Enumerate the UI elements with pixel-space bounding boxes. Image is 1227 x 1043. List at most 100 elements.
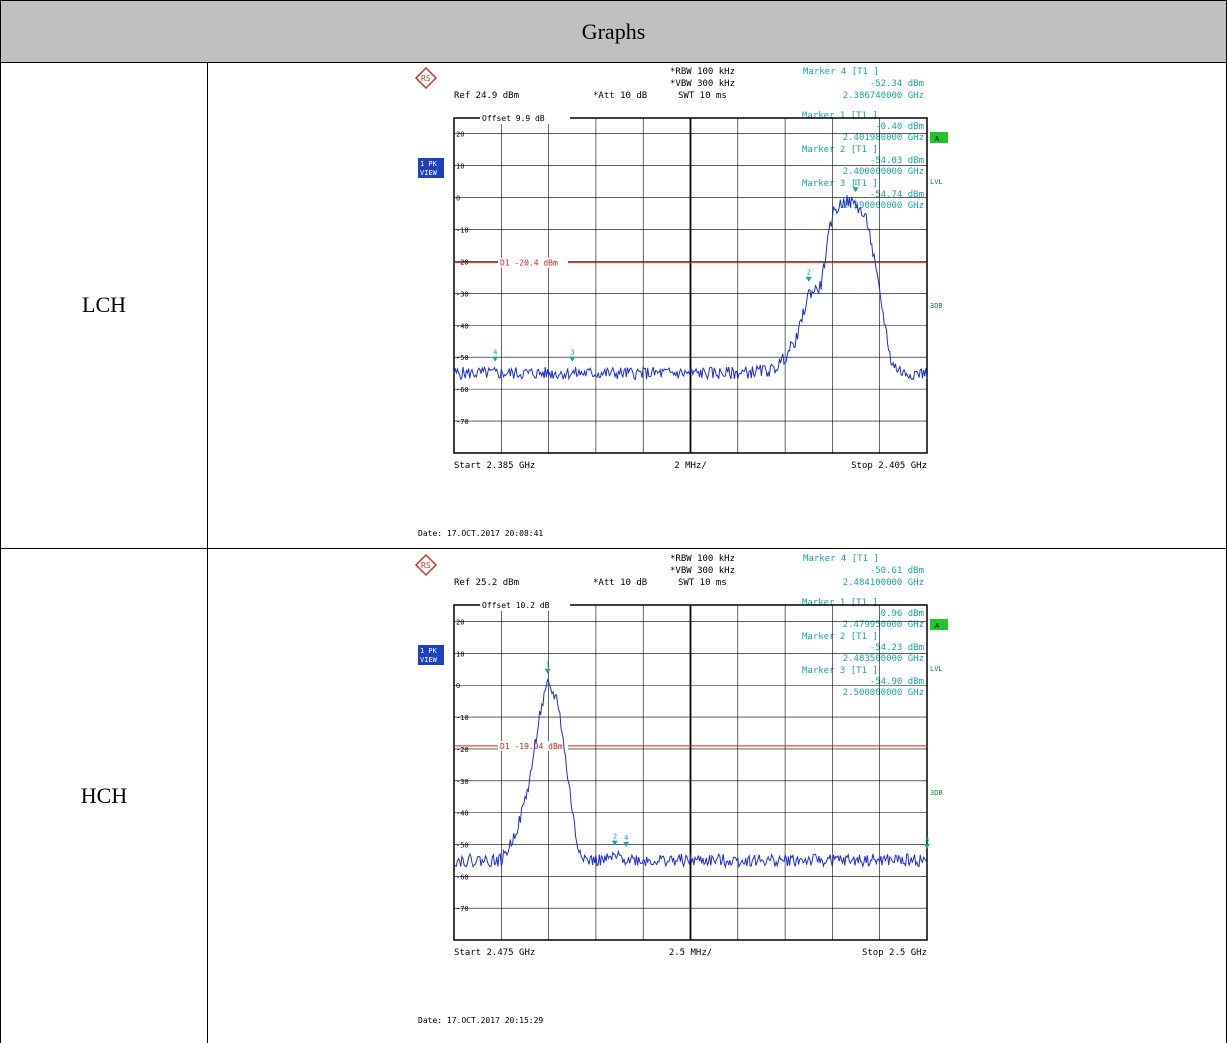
attenuation: *Att 10 dB	[593, 91, 647, 101]
marker-1-name: Marker 1 [T1 ]	[802, 111, 878, 121]
y-tick-label: 10	[456, 163, 464, 171]
table-row: HCH RS Ref 25.2 dBm *Att 10 dB *RBW 100 kHz…	[0, 549, 1227, 1043]
y-tick-label: 10	[456, 650, 464, 658]
marker-number: 2	[807, 269, 811, 277]
y-tick-label: -70	[456, 418, 469, 426]
span-per-div: 2.5 MHz/	[669, 948, 712, 958]
spectrum-plot-lch: RS Ref 24.9 dBm *Att 10 dB *RBW 100 kHz *VBW…	[414, 66, 948, 538]
start-freq: Start 2.475 GHz	[454, 948, 535, 958]
swt-setting: SWT 10 ms	[678, 578, 727, 588]
rs-logo-text: RS	[421, 561, 431, 570]
marker-triangle	[544, 668, 551, 674]
rs-logo-icon	[414, 66, 438, 90]
status-3db-label: 3DB	[930, 302, 943, 310]
marker-2-name: Marker 2 [T1 ]	[802, 632, 878, 642]
ref-level: Ref 24.9 dBm	[454, 91, 519, 101]
threshold-label-bg	[498, 257, 568, 268]
y-tick-label: 20	[456, 619, 464, 627]
marker-2-freq: 2.400000000 GHz	[843, 167, 924, 177]
y-tick-label: -70	[456, 905, 469, 913]
marker-triangle	[611, 840, 618, 846]
status-a-badge	[930, 132, 948, 143]
vbw-setting: *VBW 300 kHz	[670, 566, 735, 576]
marker-triangle	[924, 843, 930, 849]
y-tick-label: -50	[456, 354, 469, 362]
marker-3-level: -54.90 dBm	[870, 677, 924, 687]
marker-4-level: -50.61 dBm	[870, 566, 924, 576]
threshold-label: D1 -19.04 dBm	[500, 742, 563, 751]
offset-label: Offset 9.9 dB	[482, 114, 545, 123]
status-a-label: A	[935, 135, 940, 143]
swt-setting: SWT 10 ms	[678, 91, 727, 101]
marker-3-name: Marker 3 [T1 ]	[802, 666, 878, 676]
y-tick-label: -20	[456, 746, 469, 754]
marker-number: 4	[624, 834, 628, 842]
trace-badge-line1: 1 PK	[420, 647, 438, 655]
marker-2-name: Marker 2 [T1 ]	[802, 145, 878, 155]
stop-freq: Stop 2.405 GHz	[851, 461, 927, 471]
marker-4-freq: 2.386740000 GHz	[843, 91, 924, 101]
marker-1-level: -0.40 dBm	[875, 122, 924, 132]
table-header: Graphs	[0, 0, 1227, 63]
vbw-setting: *VBW 300 kHz	[670, 79, 735, 89]
row-label: LCH	[1, 62, 208, 548]
marker-triangle	[569, 356, 576, 362]
y-tick-label: -10	[456, 226, 469, 234]
marker-triangle	[805, 276, 812, 282]
marker-3-name: Marker 3 [T1 ]	[802, 179, 878, 189]
marker-number: 1	[546, 661, 550, 669]
marker-triangle	[623, 841, 630, 847]
marker-triangle	[492, 356, 499, 362]
status-lvl-label: LVL	[930, 665, 943, 673]
status-a-label: A	[935, 622, 940, 630]
marker-4-level: -52.34 dBm	[870, 79, 924, 89]
offset-label-bg	[480, 112, 570, 124]
marker-2-level: -54.23 dBm	[870, 643, 924, 653]
marker-2-freq: 2.483500000 GHz	[843, 654, 924, 664]
marker-number: 1	[854, 179, 858, 187]
trace-badge	[418, 645, 444, 665]
capture-date: Date: 17.OCT.2017 20:15:29	[418, 1016, 543, 1025]
marker-triangle	[852, 187, 859, 193]
table-row: LCH RS Ref 24.9 dBm *Att 10 dB *RBW 100 kHz…	[0, 62, 1227, 549]
header-title: Graphs	[581, 18, 646, 44]
status-3db-label: 3DB	[930, 789, 943, 797]
row-label-text: HCH	[80, 783, 128, 808]
marker-3-level: -54.74 dBm	[870, 190, 924, 200]
attenuation: *Att 10 dB	[593, 578, 647, 588]
marker-number: 4	[493, 349, 497, 357]
y-tick-label: -60	[456, 873, 469, 881]
trace-badge	[418, 158, 444, 178]
ref-level: Ref 25.2 dBm	[454, 578, 519, 588]
y-tick-label: 20	[456, 131, 464, 139]
marker-4-freq: 2.484100000 GHz	[843, 578, 924, 588]
capture-date: Date: 17.OCT.2017 20:08:41	[418, 529, 543, 538]
rbw-setting: *RBW 100 kHz	[670, 554, 735, 564]
marker-3-freq: 2.500000000 GHz	[843, 688, 924, 698]
rbw-setting: *RBW 100 kHz	[670, 67, 735, 77]
marker-2-level: -54.03 dBm	[870, 156, 924, 166]
spectrum-trace	[453, 195, 928, 381]
rs-logo-text: RS	[421, 74, 431, 83]
y-tick-label: -30	[456, 290, 469, 298]
y-tick-label: -50	[456, 841, 469, 849]
marker-3-freq: 2.390000000 GHz	[843, 201, 924, 211]
spectrum-plot-hch: RS Ref 25.2 dBm *Att 10 dB *RBW 100 kHz *VBW…	[414, 553, 948, 1025]
rs-logo-icon	[414, 553, 438, 577]
marker-1-freq: 2.479950000 GHz	[843, 620, 924, 630]
marker-1-freq: 2.401980000 GHz	[843, 133, 924, 143]
status-a-badge	[930, 619, 948, 630]
row-label-text: LCH	[82, 292, 126, 317]
stop-freq: Stop 2.5 GHz	[862, 948, 927, 958]
y-tick-label: -40	[456, 322, 469, 330]
y-tick-label: -60	[456, 386, 469, 394]
offset-label-bg	[480, 599, 570, 611]
status-lvl-label: LVL	[930, 178, 943, 186]
marker-number: 2	[613, 833, 617, 841]
marker-1-level: 0.96 dBm	[881, 609, 924, 619]
span-per-div: 2 MHz/	[674, 461, 707, 471]
marker-4-name: Marker 4 [T1 ]	[803, 67, 879, 77]
y-tick-label: -30	[456, 778, 469, 786]
marker-number: 3	[925, 836, 929, 844]
